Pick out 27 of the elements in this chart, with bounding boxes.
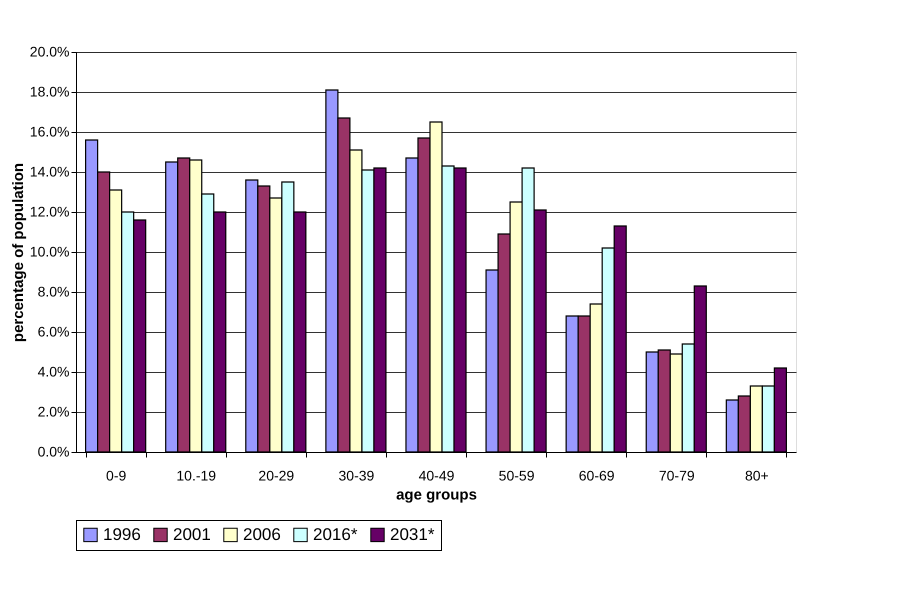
y-tick-label: 18.0%: [30, 84, 70, 100]
y-tick-label: 16.0%: [30, 124, 70, 140]
x-tick-label: 80+: [744, 468, 769, 484]
y-tick-label: 20.0%: [30, 44, 70, 60]
y-tick-label: 2.0%: [38, 404, 70, 420]
y-tick-label: 10.0%: [30, 244, 70, 260]
y-tick-label: 6.0%: [38, 324, 70, 340]
legend-label: 1996: [103, 524, 141, 544]
x-tick-label: 50-59: [498, 468, 535, 484]
y-tick-label: 14.0%: [30, 164, 70, 180]
y-tick-label: 4.0%: [38, 364, 70, 380]
y-axis-title: percentage of population: [10, 162, 27, 342]
legend-label: 2006: [243, 524, 281, 544]
x-tick-label: 70-79: [658, 468, 695, 484]
x-tick-label: 40-49: [418, 468, 455, 484]
y-tick-label: 0.0%: [38, 444, 70, 460]
x-tick-label: 0-9: [106, 468, 126, 484]
x-tick-label: 30-39: [338, 468, 375, 484]
legend-label: 2001: [173, 524, 211, 544]
legend-label: 2031*: [390, 524, 435, 544]
x-tick-label: 20-29: [258, 468, 294, 484]
x-axis-title: age groups: [396, 486, 477, 504]
y-tick-label: 8.0%: [38, 284, 70, 300]
x-tick-label: 60-69: [578, 468, 615, 484]
y-tick-label: 12.0%: [30, 204, 70, 220]
legend-label: 2016*: [313, 524, 358, 544]
x-tick-label: 10.-19: [176, 468, 216, 484]
